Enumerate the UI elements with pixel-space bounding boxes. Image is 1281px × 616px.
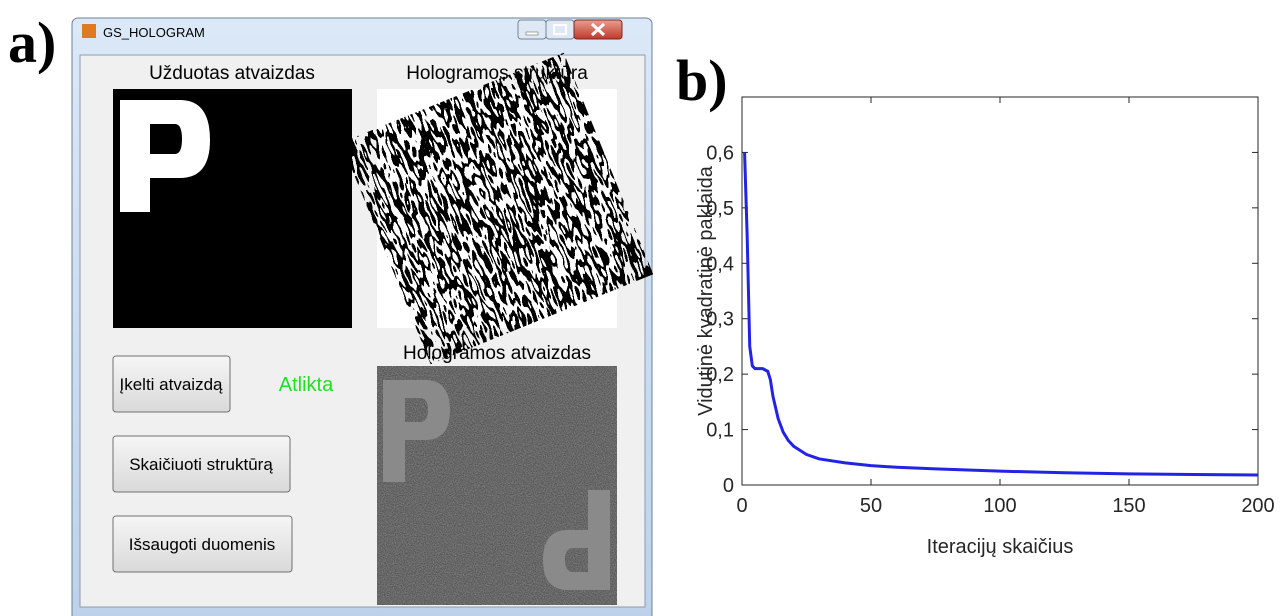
button-label: Įkelti atvaizdą [120, 375, 224, 394]
minimize-icon [526, 32, 538, 35]
y-tick-label: 0,1 [706, 420, 734, 442]
x-tick-label: 100 [983, 495, 1016, 517]
plot-box [742, 97, 1258, 485]
y-tick-label: 0,5 [706, 198, 734, 220]
window-title: GS_HOLOGRAM [103, 25, 205, 40]
button-label: Išsaugoti duomenis [129, 535, 275, 554]
input-image [113, 89, 352, 328]
hologram-structure [341, 53, 653, 365]
hologram-reconstruction [377, 366, 617, 605]
page: a) b) GS_HOLOGRAM Užduotas atvaizdas Hol… [0, 0, 1281, 616]
y-tick-label: 0,2 [706, 364, 734, 386]
x-axis-label: Iteracijų skaičius [927, 536, 1074, 558]
image-title: Užduotas atvaizdas [149, 63, 315, 84]
x-tick-label: 0 [736, 495, 747, 517]
maximize-button[interactable] [546, 20, 574, 39]
window: GS_HOLOGRAM Užduotas atvaizdas Hologramo… [72, 18, 653, 616]
panel-label: a) [8, 10, 56, 75]
x-tick-label: 200 [1241, 495, 1274, 517]
figure: a) b) GS_HOLOGRAM Užduotas atvaizdas Hol… [0, 0, 1281, 616]
status-text: Atlikta [279, 374, 334, 396]
y-tick-label: 0,3 [706, 309, 734, 331]
chart: Iteracijų skaičius Vidutinė kvadratinė p… [695, 97, 1275, 558]
window-icon [82, 24, 96, 38]
minimize-button[interactable] [518, 20, 546, 39]
panel-label: b) [676, 48, 728, 113]
button-label: Skaičiuoti struktūrą [129, 455, 273, 474]
y-tick-label: 0,4 [706, 253, 734, 275]
x-tick-label: 50 [860, 495, 882, 517]
x-tick-label: 150 [1112, 495, 1145, 517]
y-tick-label: 0,6 [706, 142, 734, 164]
y-tick-label: 0 [723, 475, 734, 497]
